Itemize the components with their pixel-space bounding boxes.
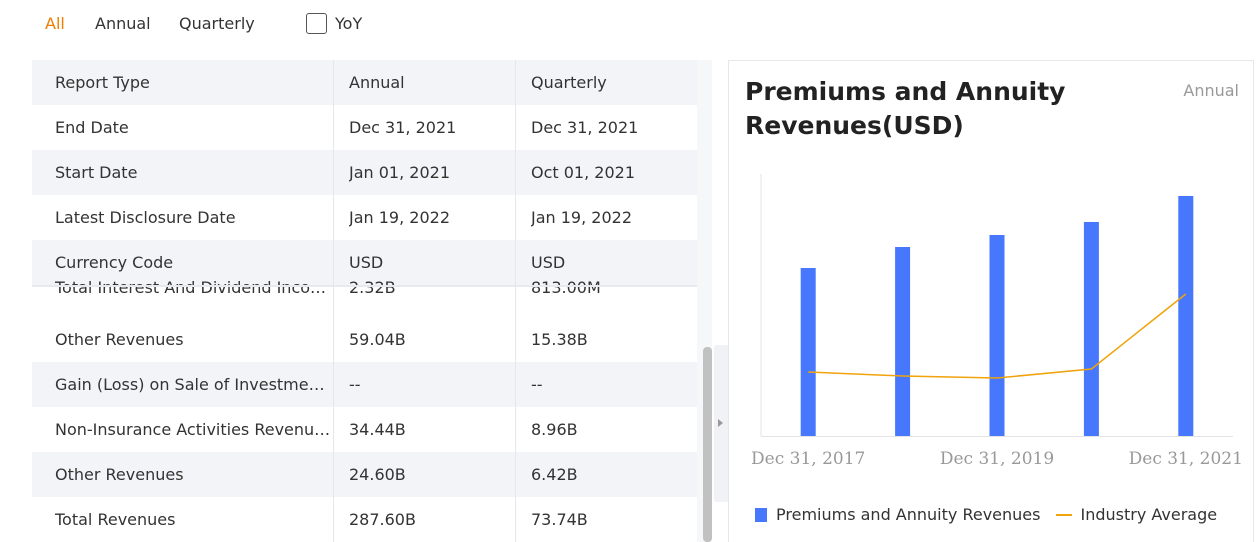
row-annual-value: --: [349, 375, 361, 394]
panel-collapse-handle[interactable]: [714, 345, 728, 502]
x-tick-label: Dec 31, 2019: [940, 449, 1054, 469]
x-tick-label: Dec 31, 2017: [751, 449, 865, 469]
table-row: Gain (Loss) on Sale of Investments -- --: [32, 362, 697, 407]
chart-bar: [1083, 222, 1099, 436]
header-report-type: Report Type: [55, 73, 150, 92]
row-annual-value: 34.44B: [349, 420, 406, 439]
row-quarterly-value: 15.38B: [531, 330, 588, 349]
row-quarterly-value: Jan 19, 2022: [531, 208, 632, 227]
filter-bar: All Annual Quarterly YoY: [0, 0, 720, 50]
row-label: Non-Insurance Activities Revenues: [55, 420, 331, 439]
chart-period-label: Annual: [1183, 81, 1239, 100]
row-label: End Date: [55, 118, 129, 137]
column-divider: [333, 60, 334, 542]
row-label: Latest Disclosure Date: [55, 208, 236, 227]
tab-all[interactable]: All: [45, 14, 65, 33]
row-annual-value: Jan 19, 2022: [349, 208, 450, 227]
legend-line-label[interactable]: Industry Average: [1080, 505, 1218, 524]
row-label: Total Interest And Dividend Income: [55, 278, 331, 297]
header-annual: Annual: [349, 73, 405, 92]
row-label: Other Revenues: [55, 330, 184, 349]
row-label: Start Date: [55, 163, 138, 182]
row-label: Gain (Loss) on Sale of Investments: [55, 375, 331, 394]
table-header-row: Report Type Annual Quarterly: [32, 60, 697, 105]
row-quarterly-value: Dec 31, 2021: [531, 118, 639, 137]
yoy-label: YoY: [335, 14, 363, 33]
chevron-right-icon: [718, 419, 723, 427]
legend-line-swatch: [1056, 513, 1073, 516]
chart-bar: [895, 247, 911, 436]
table-row: Currency Code USD USD: [32, 240, 697, 285]
chart-bar: [989, 235, 1005, 436]
row-annual-value: Jan 01, 2021: [349, 163, 450, 182]
row-annual-value: 2.32B: [349, 278, 396, 297]
table-row: Start Date Jan 01, 2021 Oct 01, 2021: [32, 150, 697, 195]
chart-panel: Premiums and Annuity Revenues(USD) Annua…: [728, 60, 1254, 542]
row-quarterly-value: 73.74B: [531, 510, 588, 529]
table-row: Other Revenues 24.60B 6.42B: [32, 452, 697, 497]
tab-quarterly[interactable]: Quarterly: [179, 14, 255, 33]
chart-title: Premiums and Annuity Revenues(USD): [745, 77, 1066, 140]
table-row: Total Revenues 287.60B 73.74B: [32, 497, 697, 542]
row-annual-value: 287.60B: [349, 510, 416, 529]
table-row: Total Interest And Dividend Income 2.32B…: [32, 273, 697, 317]
row-annual-value: Dec 31, 2021: [349, 118, 457, 137]
row-label: Total Revenues: [55, 510, 176, 529]
row-quarterly-value: 813.00M: [531, 278, 601, 297]
row-label: Other Revenues: [55, 465, 184, 484]
tab-annual[interactable]: Annual: [95, 14, 151, 33]
table-row: Other Revenues 59.04B 15.38B: [32, 317, 697, 362]
table-row: End Date Dec 31, 2021 Dec 31, 2021: [32, 105, 697, 150]
header-quarterly: Quarterly: [531, 73, 607, 92]
yoy-checkbox[interactable]: [306, 13, 327, 34]
row-quarterly-value: --: [531, 375, 543, 394]
row-quarterly-value: Oct 01, 2021: [531, 163, 635, 182]
chart-bar: [1178, 196, 1194, 436]
legend-bar-label[interactable]: Premiums and Annuity Revenues: [776, 505, 1041, 524]
legend-bar-swatch: [755, 507, 767, 522]
financial-table: Report Type Annual Quarterly End Date De…: [32, 60, 712, 542]
x-tick-label: Dec 31, 2021: [1129, 449, 1243, 469]
revenue-chart: Dec 31, 2017 Dec 31, 2019 Dec 31, 2021: [751, 174, 1243, 469]
chart-bar: [800, 268, 816, 436]
table-row: Latest Disclosure Date Jan 19, 2022 Jan …: [32, 195, 697, 240]
table-row: Non-Insurance Activities Revenues 34.44B…: [32, 407, 697, 452]
table-scrollbar-thumb[interactable]: [703, 347, 712, 542]
chart-legend: Premiums and Annuity Revenues Industry A…: [755, 505, 1217, 524]
sticky-header-divider: [32, 285, 697, 287]
yoy-toggle[interactable]: YoY: [306, 13, 362, 34]
column-divider: [515, 60, 516, 542]
row-annual-value: 59.04B: [349, 330, 406, 349]
row-quarterly-value: 8.96B: [531, 420, 578, 439]
row-annual-value: 24.60B: [349, 465, 406, 484]
row-quarterly-value: 6.42B: [531, 465, 578, 484]
